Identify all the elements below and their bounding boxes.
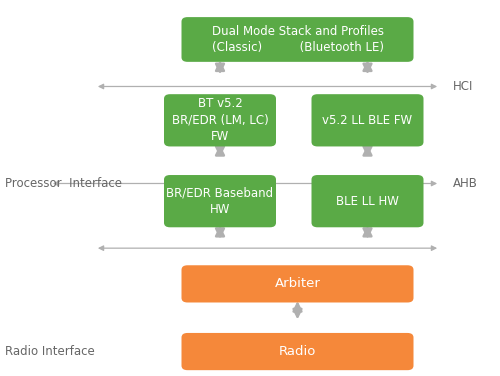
Text: Radio Interface: Radio Interface [5, 345, 95, 358]
Text: BLE LL HW: BLE LL HW [336, 195, 399, 208]
Text: BR/EDR Baseband
HW: BR/EDR Baseband HW [166, 186, 274, 216]
Text: Radio: Radio [279, 345, 316, 358]
Text: Processor  Interface: Processor Interface [5, 177, 122, 190]
FancyBboxPatch shape [312, 175, 424, 227]
Text: Arbiter: Arbiter [274, 277, 320, 290]
FancyBboxPatch shape [312, 94, 424, 146]
FancyBboxPatch shape [164, 175, 276, 227]
Text: v5.2 LL BLE FW: v5.2 LL BLE FW [322, 114, 412, 127]
Text: HCI: HCI [452, 80, 473, 93]
FancyBboxPatch shape [164, 94, 276, 146]
FancyBboxPatch shape [182, 17, 414, 62]
Text: AHB: AHB [452, 177, 477, 190]
FancyBboxPatch shape [182, 265, 414, 302]
Text: Dual Mode Stack and Profiles
(Classic)          (Bluetooth LE): Dual Mode Stack and Profiles (Classic) (… [212, 25, 384, 54]
Text: BT v5.2
BR/EDR (LM, LC)
FW: BT v5.2 BR/EDR (LM, LC) FW [172, 97, 268, 143]
FancyBboxPatch shape [182, 333, 414, 370]
